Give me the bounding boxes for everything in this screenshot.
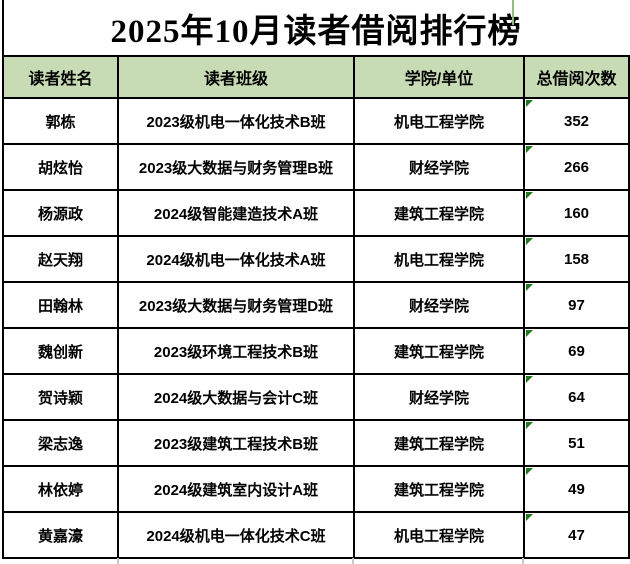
table-row: 林依婷 2024级建筑室内设计A班 建筑工程学院 49 xyxy=(2,465,630,513)
table-row: 郭栋 2023级机电一体化技术B班 机电工程学院 352 xyxy=(2,97,630,145)
number-as-text-triangle-icon xyxy=(526,238,533,245)
cell-reader-name[interactable]: 郭栋 xyxy=(2,97,119,145)
cell-reader-class[interactable]: 2023级建筑工程技术B班 xyxy=(117,419,355,467)
table-row: 赵天翔 2024级机电一体化技术A班 机电工程学院 158 xyxy=(2,235,630,283)
table-row: 梁志逸 2023级建筑工程技术B班 建筑工程学院 51 xyxy=(2,419,630,467)
gridline-artifact xyxy=(512,0,514,25)
cell-reader-name[interactable]: 田翰林 xyxy=(2,281,119,329)
cell-borrow-count[interactable]: 69 xyxy=(523,327,630,375)
table-row: 胡炫怡 2023级大数据与财务管理B班 财经学院 266 xyxy=(2,143,630,191)
cell-borrow-count[interactable]: 51 xyxy=(523,419,630,467)
number-as-text-triangle-icon xyxy=(526,330,533,337)
cell-college[interactable]: 财经学院 xyxy=(353,281,525,329)
cell-reader-class[interactable]: 2023级大数据与财务管理B班 xyxy=(117,143,355,191)
cell-borrow-count[interactable]: 158 xyxy=(523,235,630,283)
number-as-text-triangle-icon xyxy=(526,514,533,521)
borrow-count-value: 49 xyxy=(568,480,585,498)
gridline-artifact xyxy=(117,558,119,564)
cell-reader-name[interactable]: 黄嘉濠 xyxy=(2,511,119,559)
borrow-count-value: 69 xyxy=(568,342,585,360)
cell-reader-name[interactable]: 胡炫怡 xyxy=(2,143,119,191)
number-as-text-triangle-icon xyxy=(526,468,533,475)
cell-reader-class[interactable]: 2024级机电一体化技术C班 xyxy=(117,511,355,559)
borrow-count-value: 97 xyxy=(568,296,585,314)
borrow-ranking-table: 读者姓名 读者班级 学院/单位 总借阅次数 郭栋 2023级机电一体化技术B班 … xyxy=(2,55,630,559)
page-title: 2025年10月读者借阅排行榜 xyxy=(110,13,522,50)
borrow-count-value: 160 xyxy=(563,204,590,222)
cell-reader-class[interactable]: 2024级建筑室内设计A班 xyxy=(117,465,355,513)
cell-college[interactable]: 财经学院 xyxy=(353,373,525,421)
header-row: 读者姓名 读者班级 学院/单位 总借阅次数 xyxy=(2,55,630,99)
borrow-count-value: 352 xyxy=(563,112,590,130)
cell-reader-name[interactable]: 杨源政 xyxy=(2,189,119,237)
table-row: 魏创新 2023级环境工程技术B班 建筑工程学院 69 xyxy=(2,327,630,375)
cell-reader-name[interactable]: 贺诗颖 xyxy=(2,373,119,421)
borrow-count-value: 64 xyxy=(568,388,585,406)
column-header-reader-class[interactable]: 读者班级 xyxy=(117,55,355,99)
number-as-text-triangle-icon xyxy=(526,376,533,383)
cell-reader-class[interactable]: 2023级大数据与财务管理D班 xyxy=(117,281,355,329)
title-cell: 2025年10月读者借阅排行榜 xyxy=(2,0,628,55)
table-row: 贺诗颖 2024级大数据与会计C班 财经学院 64 xyxy=(2,373,630,421)
cell-college[interactable]: 建筑工程学院 xyxy=(353,419,525,467)
number-as-text-triangle-icon xyxy=(526,100,533,107)
cell-college[interactable]: 机电工程学院 xyxy=(353,511,525,559)
cell-reader-class[interactable]: 2023级机电一体化技术B班 xyxy=(117,97,355,145)
cell-borrow-count[interactable]: 49 xyxy=(523,465,630,513)
cell-college[interactable]: 建筑工程学院 xyxy=(353,465,525,513)
cell-reader-class[interactable]: 2023级环境工程技术B班 xyxy=(117,327,355,375)
borrow-count-value: 51 xyxy=(568,434,585,452)
number-as-text-triangle-icon xyxy=(526,284,533,291)
cell-reader-name[interactable]: 梁志逸 xyxy=(2,419,119,467)
cell-borrow-count[interactable]: 47 xyxy=(523,511,630,559)
number-as-text-triangle-icon xyxy=(526,146,533,153)
cell-borrow-count[interactable]: 352 xyxy=(523,97,630,145)
cell-reader-class[interactable]: 2024级智能建造技术A班 xyxy=(117,189,355,237)
borrow-count-value: 158 xyxy=(563,250,590,268)
cell-borrow-count[interactable]: 160 xyxy=(523,189,630,237)
cell-college[interactable]: 建筑工程学院 xyxy=(353,189,525,237)
borrow-count-value: 47 xyxy=(568,526,585,544)
number-as-text-triangle-icon xyxy=(526,192,533,199)
column-header-total-count[interactable]: 总借阅次数 xyxy=(523,55,630,99)
cell-reader-class[interactable]: 2024级大数据与会计C班 xyxy=(117,373,355,421)
cell-borrow-count[interactable]: 64 xyxy=(523,373,630,421)
column-header-reader-name[interactable]: 读者姓名 xyxy=(2,55,119,99)
cell-college[interactable]: 机电工程学院 xyxy=(353,97,525,145)
table-row: 黄嘉濠 2024级机电一体化技术C班 机电工程学院 47 xyxy=(2,511,630,559)
cell-college[interactable]: 建筑工程学院 xyxy=(353,327,525,375)
cell-reader-class[interactable]: 2024级机电一体化技术A班 xyxy=(117,235,355,283)
table-row: 杨源政 2024级智能建造技术A班 建筑工程学院 160 xyxy=(2,189,630,237)
cell-reader-name[interactable]: 林依婷 xyxy=(2,465,119,513)
cell-reader-name[interactable]: 赵天翔 xyxy=(2,235,119,283)
cell-college[interactable]: 财经学院 xyxy=(353,143,525,191)
cell-college[interactable]: 机电工程学院 xyxy=(353,235,525,283)
gridline-artifact xyxy=(522,558,524,564)
number-as-text-triangle-icon xyxy=(526,422,533,429)
cell-borrow-count[interactable]: 266 xyxy=(523,143,630,191)
cell-reader-name[interactable]: 魏创新 xyxy=(2,327,119,375)
table-row: 田翰林 2023级大数据与财务管理D班 财经学院 97 xyxy=(2,281,630,329)
cell-borrow-count[interactable]: 97 xyxy=(523,281,630,329)
column-header-college[interactable]: 学院/单位 xyxy=(353,55,525,99)
gridline-artifact xyxy=(352,558,354,564)
borrow-count-value: 266 xyxy=(563,158,590,176)
